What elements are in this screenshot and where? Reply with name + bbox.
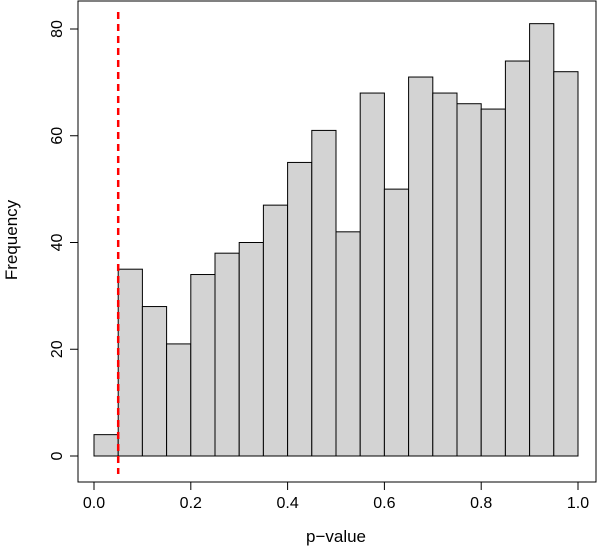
histogram-bar — [529, 23, 555, 457]
histogram-bar — [456, 103, 482, 457]
histogram-bar — [480, 108, 506, 457]
x-tick-label: 0.8 — [470, 495, 492, 512]
x-tick-label: 0.4 — [276, 495, 298, 512]
x-tick-label: 0.2 — [180, 495, 202, 512]
bars-group — [93, 23, 579, 457]
histogram-bar — [504, 60, 531, 457]
histogram-bar — [432, 92, 458, 457]
histogram-bar — [214, 252, 240, 457]
y-tick-label: 60 — [49, 127, 66, 145]
histogram-bar — [166, 343, 192, 457]
histogram-bar — [408, 76, 434, 457]
histogram-bar — [117, 268, 143, 457]
histogram-bar — [93, 434, 119, 457]
y-tick-label: 0 — [49, 451, 66, 460]
histogram-bar — [383, 188, 410, 457]
histogram-bar — [311, 129, 337, 457]
histogram-bar — [359, 92, 385, 457]
x-axis-label: p−value — [306, 527, 366, 546]
y-axis: 0 20 40 60 80 — [49, 20, 79, 460]
x-tick-label: 0.0 — [83, 495, 105, 512]
y-axis-label: Frequency — [2, 199, 21, 280]
histogram-bar — [287, 161, 313, 457]
histogram-bar — [190, 274, 216, 457]
y-tick-label: 20 — [49, 340, 66, 358]
y-tick-label: 40 — [49, 234, 66, 252]
histogram-bar — [553, 71, 579, 457]
y-tick-label: 80 — [49, 20, 66, 38]
histogram-bar — [238, 242, 264, 457]
x-tick-label: 0.6 — [373, 495, 395, 512]
histogram-bar — [335, 231, 361, 457]
x-axis: 0.0 0.2 0.4 0.6 0.8 1.0 — [83, 481, 589, 512]
x-tick-label: 1.0 — [567, 495, 589, 512]
histogram-bar — [262, 204, 289, 457]
histogram-bar — [141, 306, 168, 457]
